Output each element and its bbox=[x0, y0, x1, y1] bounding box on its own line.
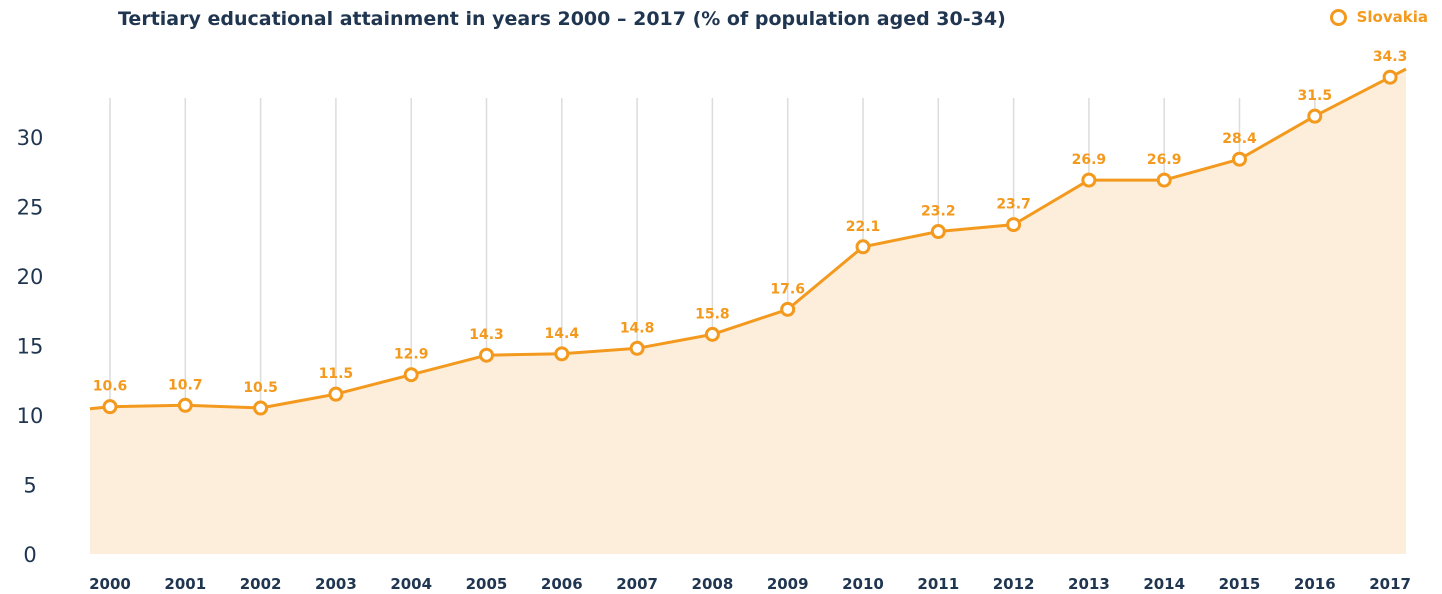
data-point-2013 bbox=[1081, 172, 1097, 188]
data-label-2016: 31.5 bbox=[1298, 88, 1333, 104]
x-tick-label-2012: 2012 bbox=[993, 575, 1035, 593]
x-tick-label-2002: 2002 bbox=[240, 575, 282, 593]
data-point-2003 bbox=[328, 386, 344, 402]
x-tick-label-2004: 2004 bbox=[390, 575, 432, 593]
data-point-2011 bbox=[930, 224, 946, 240]
y-tick-label: 0 bbox=[23, 543, 36, 567]
data-point-2009 bbox=[780, 301, 796, 317]
data-label-2009: 17.6 bbox=[770, 281, 805, 297]
data-label-2004: 12.9 bbox=[394, 347, 429, 363]
data-label-2003: 11.5 bbox=[319, 366, 354, 382]
y-tick-label: 15 bbox=[17, 335, 44, 359]
data-label-2011: 23.2 bbox=[921, 204, 956, 220]
data-point-2014 bbox=[1156, 172, 1172, 188]
data-point-2005 bbox=[479, 347, 494, 363]
data-label-2014: 26.9 bbox=[1147, 152, 1182, 168]
data-point-2004 bbox=[403, 367, 419, 383]
data-point-2012 bbox=[1006, 217, 1022, 233]
x-tick-label-2009: 2009 bbox=[767, 575, 809, 593]
data-label-2006: 14.4 bbox=[545, 326, 580, 342]
data-point-2002 bbox=[253, 400, 269, 416]
data-label-2001: 10.7 bbox=[168, 377, 203, 393]
data-label-2010: 22.1 bbox=[846, 219, 881, 235]
y-tick-label: 25 bbox=[17, 196, 44, 220]
chart-title: Tertiary educational attainment in years… bbox=[118, 8, 1006, 30]
legend-marker-icon bbox=[1329, 8, 1347, 26]
data-point-2015 bbox=[1232, 151, 1247, 167]
x-tick-label-2005: 2005 bbox=[466, 575, 508, 593]
data-point-2008 bbox=[704, 326, 720, 342]
data-point-2016 bbox=[1307, 108, 1323, 124]
y-tick-label: 20 bbox=[17, 265, 44, 289]
x-tick-label-2016: 2016 bbox=[1294, 575, 1336, 593]
x-tick-label-2006: 2006 bbox=[541, 575, 583, 593]
x-tick-label-2017: 2017 bbox=[1369, 575, 1411, 593]
x-tick-label-2013: 2013 bbox=[1068, 575, 1110, 593]
data-point-2017 bbox=[1382, 69, 1398, 85]
data-label-2002: 10.5 bbox=[243, 380, 278, 396]
legend-label-slovakia: Slovakia bbox=[1356, 8, 1428, 26]
x-tick-label-2007: 2007 bbox=[616, 575, 658, 593]
legend: Slovakia bbox=[1329, 8, 1428, 26]
data-label-2012: 23.7 bbox=[996, 197, 1031, 213]
x-tick-label-2008: 2008 bbox=[692, 575, 734, 593]
data-point-2006 bbox=[554, 346, 570, 362]
x-tick-label-2010: 2010 bbox=[842, 575, 884, 593]
x-tick-label-2000: 2000 bbox=[89, 575, 131, 593]
series-area-slovakia bbox=[90, 69, 1406, 554]
x-tick-label-2011: 2011 bbox=[917, 575, 959, 593]
data-point-2000 bbox=[102, 399, 118, 415]
data-label-2017: 34.3 bbox=[1373, 49, 1408, 65]
x-tick-label-2014: 2014 bbox=[1143, 575, 1185, 593]
data-label-2015: 28.4 bbox=[1222, 131, 1257, 147]
data-point-2010 bbox=[855, 239, 871, 255]
data-label-2013: 26.9 bbox=[1072, 152, 1107, 168]
x-tick-label-2001: 2001 bbox=[164, 575, 206, 593]
y-tick-label: 5 bbox=[23, 474, 36, 498]
data-point-2001 bbox=[177, 397, 193, 413]
data-point-2007 bbox=[629, 340, 645, 356]
data-label-2007: 14.8 bbox=[620, 320, 655, 336]
y-tick-label: 30 bbox=[17, 126, 44, 150]
x-tick-label-2003: 2003 bbox=[315, 575, 357, 593]
y-tick-label: 10 bbox=[17, 404, 44, 428]
series-line-slovakia bbox=[89, 67, 1407, 411]
data-label-2000: 10.6 bbox=[93, 379, 128, 395]
x-tick-label-2015: 2015 bbox=[1219, 575, 1261, 593]
data-label-2008: 15.8 bbox=[695, 306, 730, 322]
data-label-2005: 14.3 bbox=[469, 327, 504, 343]
